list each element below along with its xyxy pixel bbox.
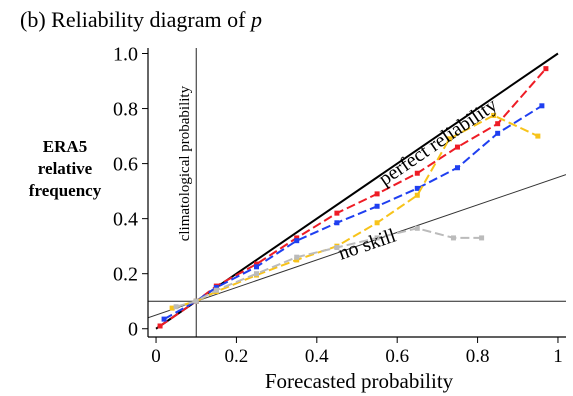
series-2-point [414, 185, 420, 191]
perfect-reliability-annotation: perfect reliability [375, 94, 502, 190]
series-2-point [334, 220, 340, 226]
plot-inner [148, 48, 566, 337]
x-tick-label: 1 [553, 346, 563, 367]
series-1-point [254, 261, 260, 267]
series-1-point [414, 170, 420, 176]
y-axis-label-line-2: relative [38, 159, 93, 178]
y-tick-label: 0.2 [113, 264, 138, 286]
series-3-point [294, 257, 300, 263]
y-tick-label: 0.8 [113, 99, 138, 121]
series-1-point [495, 121, 501, 127]
series-4-point [334, 245, 340, 251]
series-1-point [374, 191, 380, 197]
chart-title: (b) Reliability diagram of p [20, 7, 262, 32]
x-tick-label: 0.2 [225, 346, 249, 367]
series-4-point [294, 254, 300, 260]
series-2-point [213, 284, 219, 290]
series-4-point [173, 304, 179, 310]
y-tick-label: 1.0 [113, 44, 138, 66]
y-tick-label: 0 [128, 319, 138, 341]
y-tick-label: 0.4 [113, 209, 138, 231]
series-4-line [175, 227, 482, 308]
series-1-point [294, 235, 300, 241]
series-4-point [414, 225, 420, 231]
series-2-point [495, 130, 501, 136]
series-2-point [374, 203, 380, 209]
series-4-point [213, 287, 219, 293]
plot-area: 0 0.2 0.4 0.6 0.8 1 0 0.2 0.4 0.6 0.8 1.0 perfect re… [113, 44, 566, 367]
chart-title-prefix: (b) Reliability diagram of [20, 7, 251, 32]
series-3-point [374, 220, 380, 226]
perfect-reliability-line [155, 52, 559, 330]
series-2-point [254, 264, 260, 270]
series-1-point [334, 210, 340, 216]
series-1-point [157, 323, 163, 329]
series-4-point [374, 235, 380, 241]
series-2-point [539, 103, 545, 109]
climatological-probability-annotation: climatological probability [177, 85, 193, 241]
y-axis-label-line-3: frequency [29, 181, 102, 200]
series-2-point [161, 316, 167, 322]
series-1-point [454, 144, 460, 150]
series-3-point [446, 136, 452, 142]
series-4-point [450, 235, 456, 241]
y-tick-label: 0.6 [113, 154, 138, 176]
series-1-point [543, 66, 549, 72]
series-2-point [294, 238, 300, 244]
x-tick-label: 0.6 [385, 346, 409, 367]
series-2-point [454, 165, 460, 171]
x-tick-label: 0.8 [466, 346, 490, 367]
series-4-point [479, 235, 485, 241]
no-skill-annotation: no skill [335, 224, 399, 264]
x-tick-label: 0.4 [305, 346, 329, 367]
x-tick-label: 0 [151, 346, 161, 367]
series-3-point [414, 192, 420, 198]
series-4-point [254, 271, 260, 277]
series-3-point [491, 112, 497, 118]
series-4-point [193, 298, 199, 304]
series-2-line [163, 104, 543, 320]
chart-title-variable: p [249, 7, 262, 32]
x-axis-label: Forecasted probability [265, 369, 454, 393]
y-axis-label-line-1: ERA5 [43, 137, 87, 156]
series-3-point [535, 133, 541, 139]
series-3-point [169, 305, 175, 311]
